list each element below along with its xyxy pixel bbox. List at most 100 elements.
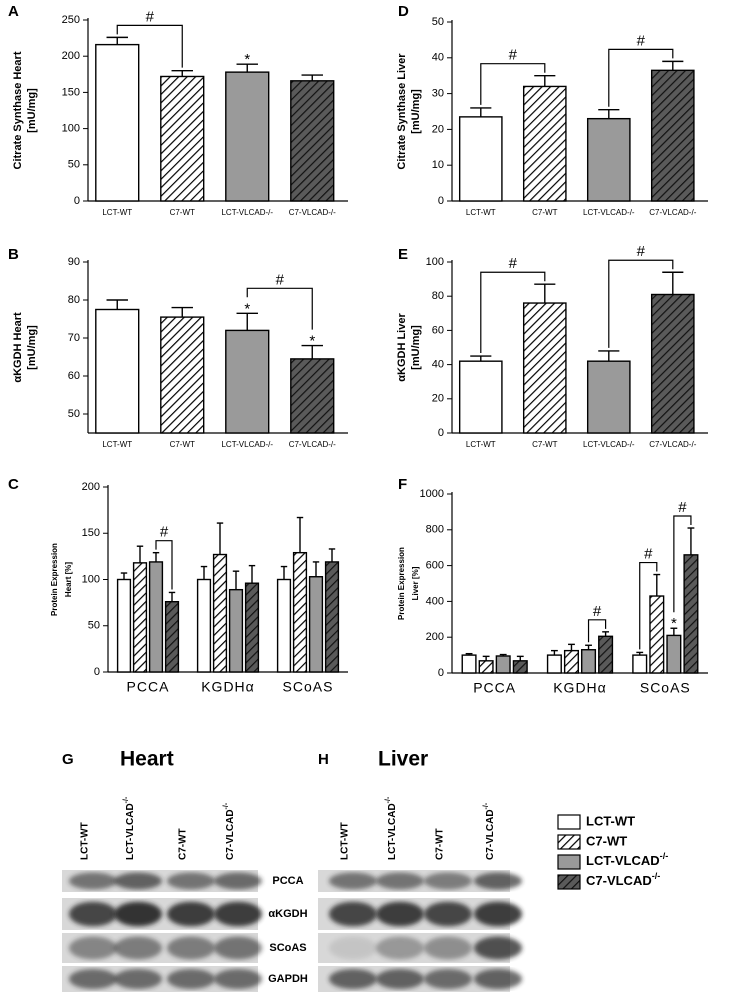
error-bar <box>670 627 678 636</box>
y-axis-title: αKGDH Heart <box>12 312 24 383</box>
y-axis-title: [mU/mg] <box>26 88 38 133</box>
error-bar <box>534 74 556 87</box>
y-axis-title: Protein Expression <box>50 543 59 616</box>
x-tick-label: C7-WT <box>170 208 195 217</box>
y-axis-title: Heart [%] <box>64 562 73 597</box>
lane-label: C7-VLCAD-/- <box>223 802 235 860</box>
y-tick-label: 0 <box>438 427 444 439</box>
blot-band <box>114 901 162 927</box>
significance-hash: # <box>644 546 653 563</box>
y-tick-label: 100 <box>62 123 80 135</box>
significance-bracket <box>639 561 658 650</box>
error-bar <box>465 652 473 656</box>
y-tick-label: 90 <box>68 256 80 268</box>
y-axis-title: Citrate Synthase Heart <box>12 51 24 169</box>
blot-band <box>167 969 215 989</box>
y-tick-label: 60 <box>68 370 80 382</box>
bar <box>292 551 308 673</box>
bar <box>196 578 212 673</box>
bar <box>225 329 270 434</box>
y-axis-title: Citrate Synthase Liver <box>396 53 408 170</box>
error-bar <box>687 527 695 555</box>
blot-band <box>329 872 377 890</box>
error-bar <box>168 591 176 602</box>
panel-label: B <box>8 246 19 263</box>
significance-hash: # <box>160 524 169 541</box>
significance-bracket <box>673 515 692 613</box>
x-tick-label: LCT-VLCAD-/- <box>221 440 273 449</box>
significance-hash: # <box>593 603 602 620</box>
error-bar <box>120 572 128 580</box>
y-axis-title: Liver [%] <box>411 566 420 600</box>
y-axis-title: [mU/mg] <box>410 89 422 134</box>
panel-label: C <box>8 476 19 493</box>
bar <box>649 595 665 674</box>
blot-band <box>114 936 162 960</box>
significance-star: * <box>244 51 250 68</box>
x-tick-label: C7-VLCAD-/- <box>649 440 696 449</box>
y-tick-label: 50 <box>68 159 80 171</box>
y-tick-label: 60 <box>432 324 444 336</box>
significance-hash: # <box>637 243 646 260</box>
significance-bracket <box>608 259 674 348</box>
x-tick-label: SCoAS <box>640 680 691 696</box>
y-tick-label: 0 <box>438 195 444 207</box>
significance-bracket <box>480 271 546 354</box>
blot-band <box>376 969 424 989</box>
blot-band <box>69 872 117 890</box>
x-tick-label: LCT-VLCAD-/- <box>221 208 273 217</box>
bar <box>522 302 567 434</box>
bar <box>148 561 164 673</box>
y-tick-label: 200 <box>82 481 100 493</box>
x-tick-label: LCT-WT <box>466 440 496 449</box>
error-bar <box>499 653 507 656</box>
bar <box>132 562 148 673</box>
blot-band <box>167 936 215 960</box>
legend-label: LCT-VLCAD-/- <box>586 851 668 868</box>
significance-bracket <box>587 619 607 643</box>
y-tick-label: 1000 <box>420 488 444 500</box>
legend-swatch <box>557 814 581 830</box>
bar <box>495 655 511 674</box>
error-bar <box>106 36 128 45</box>
legend-label: C7-WT <box>586 833 627 848</box>
error-bar <box>328 548 336 562</box>
y-tick-label: 600 <box>426 560 444 572</box>
legend-label: C7-VLCAD-/- <box>586 871 660 888</box>
error-bar <box>248 564 256 584</box>
bar <box>212 553 228 673</box>
y-tick-label: 200 <box>62 50 80 62</box>
y-tick-label: 10 <box>432 159 444 171</box>
blot-band <box>376 872 424 890</box>
bar <box>666 634 682 674</box>
panel-label: H <box>318 751 329 768</box>
error-bar <box>216 522 224 555</box>
significance-bracket <box>480 63 546 105</box>
error-bar <box>136 545 144 563</box>
y-axis-title: Protein Expression <box>397 547 406 620</box>
error-bar <box>200 565 208 580</box>
error-bar <box>301 344 323 359</box>
x-tick-label: PCCA <box>127 679 170 695</box>
bar <box>546 654 562 674</box>
blot-title: Heart <box>120 748 174 771</box>
lane-label: LCT-WT <box>340 822 351 860</box>
significance-star: * <box>309 333 315 350</box>
x-tick-label: C7-WT <box>532 208 557 217</box>
significance-bracket <box>116 24 183 68</box>
y-tick-label: 0 <box>438 667 444 679</box>
y-tick-label: 100 <box>426 256 444 268</box>
blot-band <box>474 872 522 890</box>
bar <box>650 293 695 434</box>
error-bar <box>598 350 620 362</box>
legend-swatch <box>557 874 581 890</box>
panel-label: D <box>398 3 409 20</box>
error-bar <box>152 551 160 562</box>
x-tick-label: LCT-VLCAD-/- <box>583 440 635 449</box>
error-bar <box>236 312 258 331</box>
x-tick-label: LCT-VLCAD-/- <box>583 208 635 217</box>
significance-hash: # <box>276 271 285 288</box>
error-bar <box>171 306 193 318</box>
protein-label: αKGDH <box>268 908 307 920</box>
